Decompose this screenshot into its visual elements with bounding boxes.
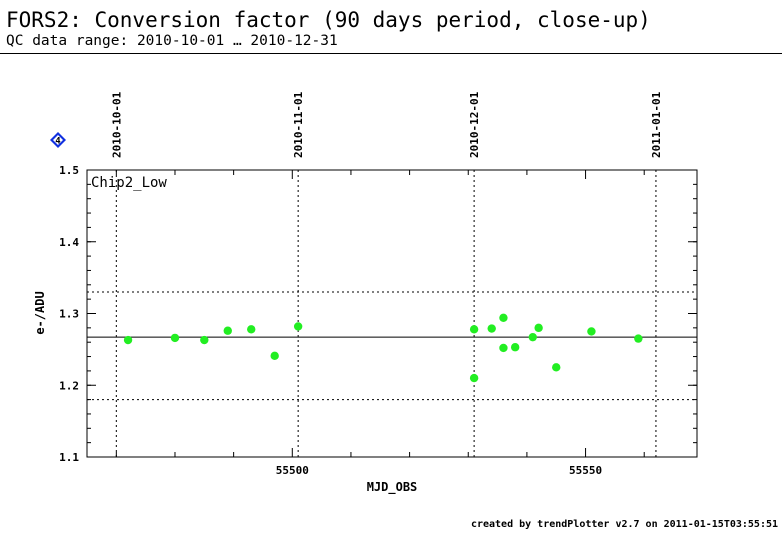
data-point-16 (587, 327, 596, 336)
y-tick-label-4: 1.5 (59, 164, 79, 177)
y-tick-label-3: 1.4 (59, 236, 79, 249)
page-subtitle: QC data range: 2010-10-01 … 2010-12-31 (6, 33, 338, 49)
header-divider (0, 53, 782, 54)
x-tick-label-1: 55550 (569, 464, 602, 477)
data-point-1 (170, 333, 180, 343)
y-axis-label: e-/ADU (33, 291, 47, 334)
date-marker-label-2: 2010-12-01 (468, 91, 481, 158)
data-point-0 (123, 335, 133, 345)
y-tick-label-1: 1.2 (59, 379, 79, 392)
badge-number: 4 (55, 137, 61, 147)
data-point-13 (528, 332, 537, 342)
x-tick-label-0: 55500 (276, 464, 309, 477)
date-marker-label-1: 2010-11-01 (292, 91, 305, 158)
data-point-9 (487, 324, 496, 333)
data-point-8 (469, 373, 479, 383)
data-point-2 (200, 335, 209, 345)
data-point-5 (270, 351, 279, 361)
data-point-4 (247, 325, 256, 334)
data-point-7 (469, 325, 479, 334)
panel-label: Chip2_Low (91, 175, 167, 191)
data-point-11 (499, 343, 508, 353)
data-point-10 (499, 313, 508, 323)
y-tick-label-0: 1.1 (59, 451, 79, 464)
footer-credit: created by trendPlotter v2.7 on 2011-01-… (470, 519, 778, 530)
data-point-6 (293, 322, 303, 331)
y-tick-label-2: 1.3 (59, 308, 79, 321)
data-point-17 (634, 334, 643, 343)
data-point-14 (534, 323, 543, 333)
data-point-15 (552, 363, 561, 372)
date-marker-label-0: 2010-10-01 (110, 91, 123, 158)
plot-frame (86, 169, 698, 458)
data-point-3 (223, 326, 232, 335)
badge-diamond-inner (53, 135, 63, 145)
x-axis-label: MJD_OBS (367, 480, 418, 495)
page-title: FORS2: Conversion factor (90 days period… (6, 8, 651, 32)
data-point-12 (510, 343, 520, 352)
date-marker-label-3: 2011-01-01 (650, 91, 663, 158)
